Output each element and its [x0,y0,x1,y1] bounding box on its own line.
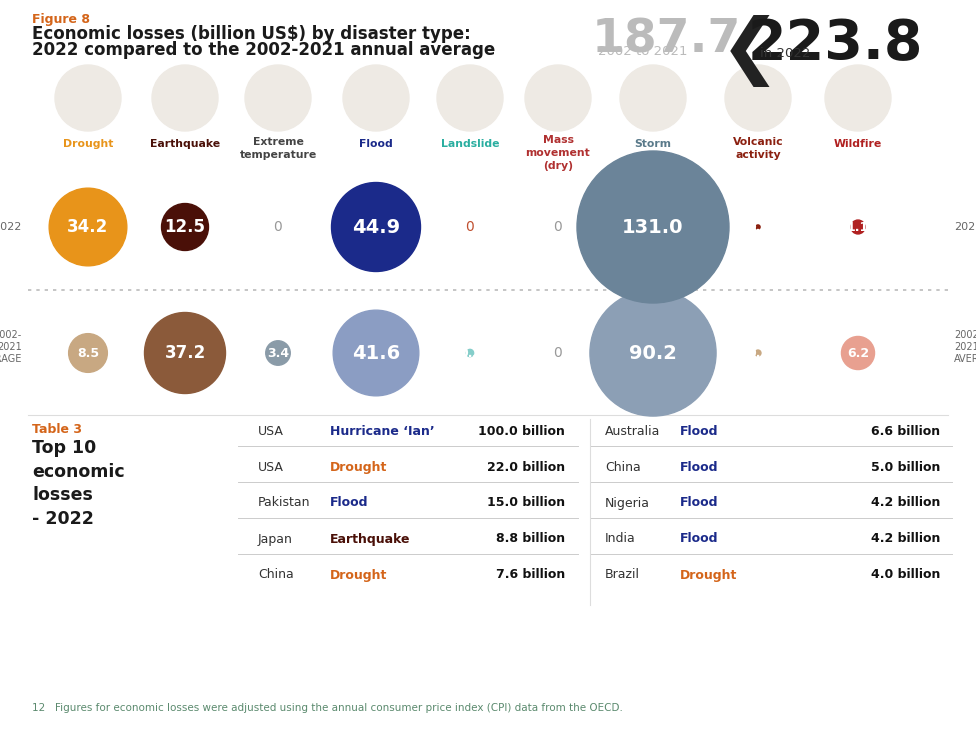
Text: Flood: Flood [330,497,369,509]
Text: Nigeria: Nigeria [605,497,650,509]
Text: 44.9: 44.9 [352,218,400,237]
Text: Earthquake: Earthquake [150,139,220,149]
Circle shape [590,290,716,416]
Text: Earthquake: Earthquake [330,532,411,545]
Text: China: China [605,461,641,473]
Text: 22.0 billion: 22.0 billion [487,461,565,473]
Text: 12   Figures for economic losses were adjusted using the annual consumer price i: 12 Figures for economic losses were adju… [32,703,623,713]
Text: 2022 compared to the 2002-2021 annual average: 2022 compared to the 2002-2021 annual av… [32,41,495,59]
Text: India: India [605,532,635,545]
Text: 8.8 billion: 8.8 billion [496,532,565,545]
Text: 34.2: 34.2 [67,218,108,236]
Text: 4.0 billion: 4.0 billion [871,568,940,581]
Text: Drought: Drought [330,568,387,581]
Text: 4.2 billion: 4.2 billion [871,532,940,545]
Circle shape [49,188,127,266]
Text: Japan: Japan [258,532,293,545]
Text: Top 10
economic
losses
- 2022: Top 10 economic losses - 2022 [32,439,125,528]
Text: 100.0 billion: 100.0 billion [478,425,565,437]
Text: 7.6 billion: 7.6 billion [496,568,565,581]
Text: Mass
movement
(dry): Mass movement (dry) [526,135,590,171]
Text: 2002 to 2021: 2002 to 2021 [598,45,687,58]
Text: Drought: Drought [680,568,738,581]
Text: Table 3: Table 3 [32,423,82,436]
Text: Hurricane ‘Ian’: Hurricane ‘Ian’ [330,425,434,437]
Circle shape [725,65,791,131]
Text: 4.2 billion: 4.2 billion [871,497,940,509]
Circle shape [437,65,503,131]
Text: USA: USA [258,425,284,437]
Circle shape [825,65,891,131]
Text: Drought: Drought [62,139,113,149]
Text: 131.0: 131.0 [623,218,684,237]
Text: 0: 0 [553,346,562,360]
Text: 3.4: 3.4 [267,346,289,359]
Text: 0: 0 [553,220,562,234]
Text: Pakistan: Pakistan [258,497,310,509]
Circle shape [245,65,311,131]
Text: 0: 0 [273,220,282,234]
Text: Economic losses (billion US$) by disaster type:: Economic losses (billion US$) by disaste… [32,25,470,43]
Text: Figure 8: Figure 8 [32,13,90,26]
Circle shape [755,225,760,229]
Circle shape [851,220,865,234]
Text: 2022: 2022 [0,222,22,232]
Text: Wildfire: Wildfire [834,139,882,149]
Circle shape [577,151,729,303]
Text: Brazil: Brazil [605,568,640,581]
Circle shape [55,65,121,131]
Circle shape [467,349,473,356]
Circle shape [68,334,107,373]
Circle shape [144,312,225,393]
Text: 6.2: 6.2 [847,346,869,359]
Circle shape [755,350,761,356]
Circle shape [841,337,874,370]
Text: 6.6 billion: 6.6 billion [871,425,940,437]
Text: 1.1: 1.1 [847,220,869,234]
Text: 223.8: 223.8 [748,17,923,71]
Text: 2002-
2021
AVERAGE: 2002- 2021 AVERAGE [0,330,22,364]
Text: 2002-
2021
AVERAGE: 2002- 2021 AVERAGE [954,330,976,364]
Text: China: China [258,568,294,581]
Text: Storm: Storm [634,139,671,149]
Text: Extreme
temperature: Extreme temperature [239,137,316,159]
Circle shape [332,182,421,271]
Text: 41.6: 41.6 [352,343,400,362]
Text: 0.1: 0.1 [747,220,769,234]
Circle shape [265,341,290,365]
Text: 90.2: 90.2 [630,343,677,362]
Text: Flood: Flood [680,532,718,545]
Text: Volcanic
activity: Volcanic activity [733,137,784,159]
Text: USA: USA [258,461,284,473]
Text: in 2022: in 2022 [760,47,810,60]
Text: Landslide: Landslide [441,139,500,149]
Text: Flood: Flood [680,425,718,437]
Text: Flood: Flood [359,139,393,149]
Circle shape [161,204,209,251]
Text: Drought: Drought [330,461,387,473]
Text: ❮: ❮ [720,15,781,87]
Text: Australia: Australia [605,425,661,437]
Text: 187.7: 187.7 [592,17,742,62]
Text: 0: 0 [466,220,474,234]
Circle shape [525,65,591,131]
Text: 5.0 billion: 5.0 billion [871,461,940,473]
Text: 0.2: 0.2 [747,346,769,359]
Circle shape [620,65,686,131]
Text: 12.5: 12.5 [165,218,206,236]
Text: Flood: Flood [680,461,718,473]
Text: 8.5: 8.5 [77,346,99,359]
Circle shape [343,65,409,131]
Text: 15.0 billion: 15.0 billion [487,497,565,509]
Text: 2022: 2022 [954,222,976,232]
Circle shape [333,310,419,396]
Circle shape [152,65,218,131]
Text: Flood: Flood [680,497,718,509]
Text: 0.3: 0.3 [459,346,481,359]
Text: 37.2: 37.2 [164,344,206,362]
